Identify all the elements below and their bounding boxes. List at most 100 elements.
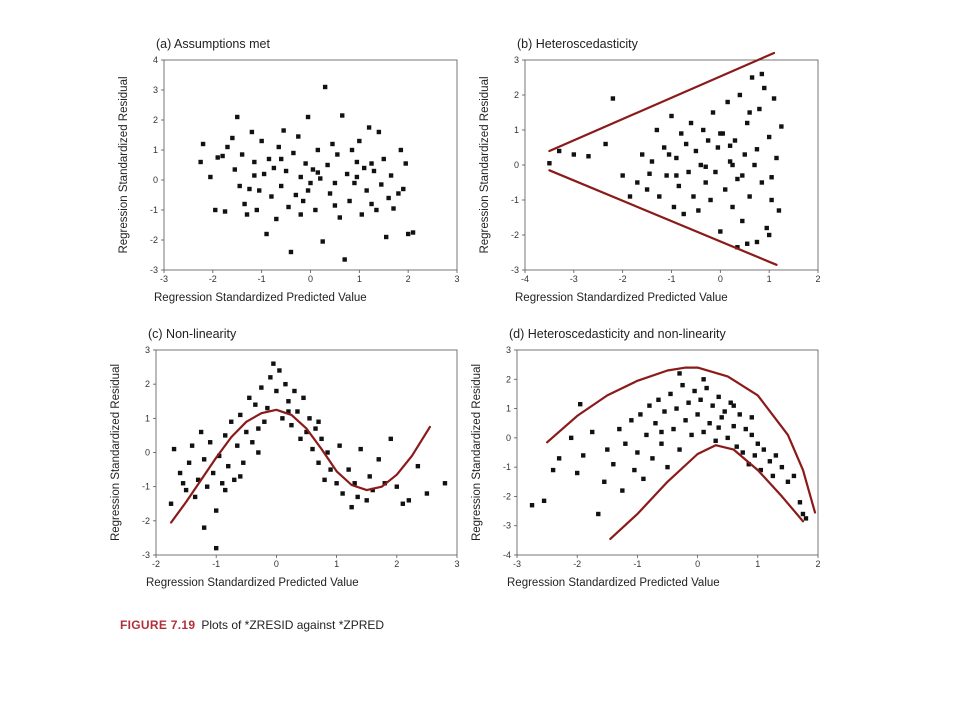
data-point bbox=[298, 212, 303, 217]
data-point bbox=[442, 481, 448, 486]
data-point bbox=[774, 155, 779, 161]
data-point bbox=[252, 159, 257, 165]
data-point bbox=[342, 257, 347, 262]
caption-text: Plots of *ZRESID against *ZPRED bbox=[201, 618, 385, 632]
data-point bbox=[316, 419, 321, 424]
data-point bbox=[374, 207, 379, 213]
data-point bbox=[571, 152, 577, 157]
data-point bbox=[220, 481, 225, 486]
data-point bbox=[340, 491, 345, 496]
data-point bbox=[315, 170, 321, 175]
data-point bbox=[225, 144, 230, 150]
data-point bbox=[332, 180, 338, 186]
data-point bbox=[797, 500, 803, 505]
x-tick-label: 1 bbox=[767, 274, 772, 284]
data-point bbox=[671, 426, 676, 432]
y-tick-label: 0 bbox=[506, 433, 511, 443]
data-point bbox=[749, 75, 755, 80]
y-tick-label: -2 bbox=[511, 230, 519, 240]
y-tick-label: 1 bbox=[506, 404, 511, 414]
data-point bbox=[679, 131, 684, 136]
data-point bbox=[369, 201, 374, 207]
plot-frame bbox=[516, 349, 819, 556]
y-tick-label: 0 bbox=[153, 175, 158, 185]
data-point bbox=[250, 440, 255, 445]
data-point bbox=[305, 114, 311, 120]
data-point bbox=[268, 375, 273, 380]
x-tick-label: -1 bbox=[633, 559, 641, 569]
data-point bbox=[274, 388, 279, 394]
y-tick-label: 2 bbox=[153, 115, 158, 125]
data-point bbox=[725, 99, 730, 105]
y-tick-label: 3 bbox=[153, 85, 158, 95]
x-tick-label: -2 bbox=[152, 559, 160, 569]
data-point bbox=[710, 403, 715, 408]
data-point bbox=[232, 167, 238, 172]
data-point bbox=[701, 127, 706, 133]
data-point bbox=[581, 453, 586, 458]
data-point bbox=[208, 174, 213, 180]
trend-curve-0 bbox=[546, 366, 817, 514]
data-point bbox=[791, 473, 797, 479]
y-tick-label: 0 bbox=[145, 448, 150, 458]
data-point bbox=[747, 110, 752, 115]
y-axis-label: Regression Standardized Residual bbox=[110, 364, 122, 541]
data-point bbox=[352, 481, 357, 486]
data-point bbox=[611, 462, 616, 467]
y-tick-label: 2 bbox=[145, 379, 150, 389]
data-point bbox=[204, 484, 210, 489]
trend-curve-1 bbox=[609, 444, 805, 540]
data-point bbox=[303, 161, 308, 166]
data-point bbox=[713, 438, 718, 443]
data-point bbox=[313, 207, 318, 213]
x-tick-label: -2 bbox=[209, 274, 217, 284]
data-point bbox=[223, 487, 228, 493]
data-point bbox=[381, 156, 386, 162]
data-point bbox=[304, 429, 309, 435]
data-point bbox=[238, 474, 243, 479]
data-point bbox=[785, 479, 791, 484]
data-point bbox=[217, 453, 222, 459]
data-point bbox=[244, 212, 250, 217]
x-tick-label: -3 bbox=[570, 274, 578, 284]
data-point bbox=[698, 162, 703, 168]
data-point bbox=[266, 156, 272, 162]
x-tick-label: 2 bbox=[815, 559, 820, 569]
data-point bbox=[415, 463, 421, 469]
y-tick-label: 1 bbox=[514, 125, 519, 135]
data-point bbox=[279, 183, 284, 189]
data-point bbox=[298, 174, 303, 180]
data-point bbox=[695, 412, 700, 417]
data-point bbox=[656, 397, 661, 402]
data-point bbox=[388, 173, 394, 178]
data-point bbox=[424, 491, 430, 496]
data-point bbox=[229, 419, 234, 424]
y-tick-label: 1 bbox=[153, 145, 158, 155]
data-point bbox=[715, 145, 721, 150]
data-point bbox=[644, 187, 650, 192]
data-point bbox=[347, 198, 352, 204]
data-point bbox=[296, 134, 301, 139]
data-point bbox=[718, 131, 723, 136]
data-point bbox=[743, 426, 748, 432]
x-tick-label: 3 bbox=[454, 274, 459, 284]
data-point bbox=[771, 96, 777, 101]
data-point bbox=[257, 188, 262, 193]
data-point bbox=[322, 84, 328, 90]
data-point bbox=[357, 138, 362, 144]
x-tick-label: -1 bbox=[212, 559, 220, 569]
data-point bbox=[319, 436, 324, 442]
data-point bbox=[718, 229, 723, 234]
x-tick-label: 1 bbox=[334, 559, 339, 569]
y-tick-label: 1 bbox=[145, 413, 150, 423]
x-tick-label: 0 bbox=[695, 559, 700, 569]
data-point bbox=[647, 171, 652, 176]
data-point bbox=[556, 148, 562, 154]
data-point bbox=[362, 165, 367, 171]
data-point bbox=[641, 476, 646, 482]
y-axis-label: Regression Standardized Residual bbox=[118, 76, 130, 253]
data-point bbox=[610, 96, 616, 101]
x-tick-label: 0 bbox=[308, 274, 313, 284]
data-point bbox=[727, 159, 733, 164]
data-point bbox=[305, 188, 311, 193]
